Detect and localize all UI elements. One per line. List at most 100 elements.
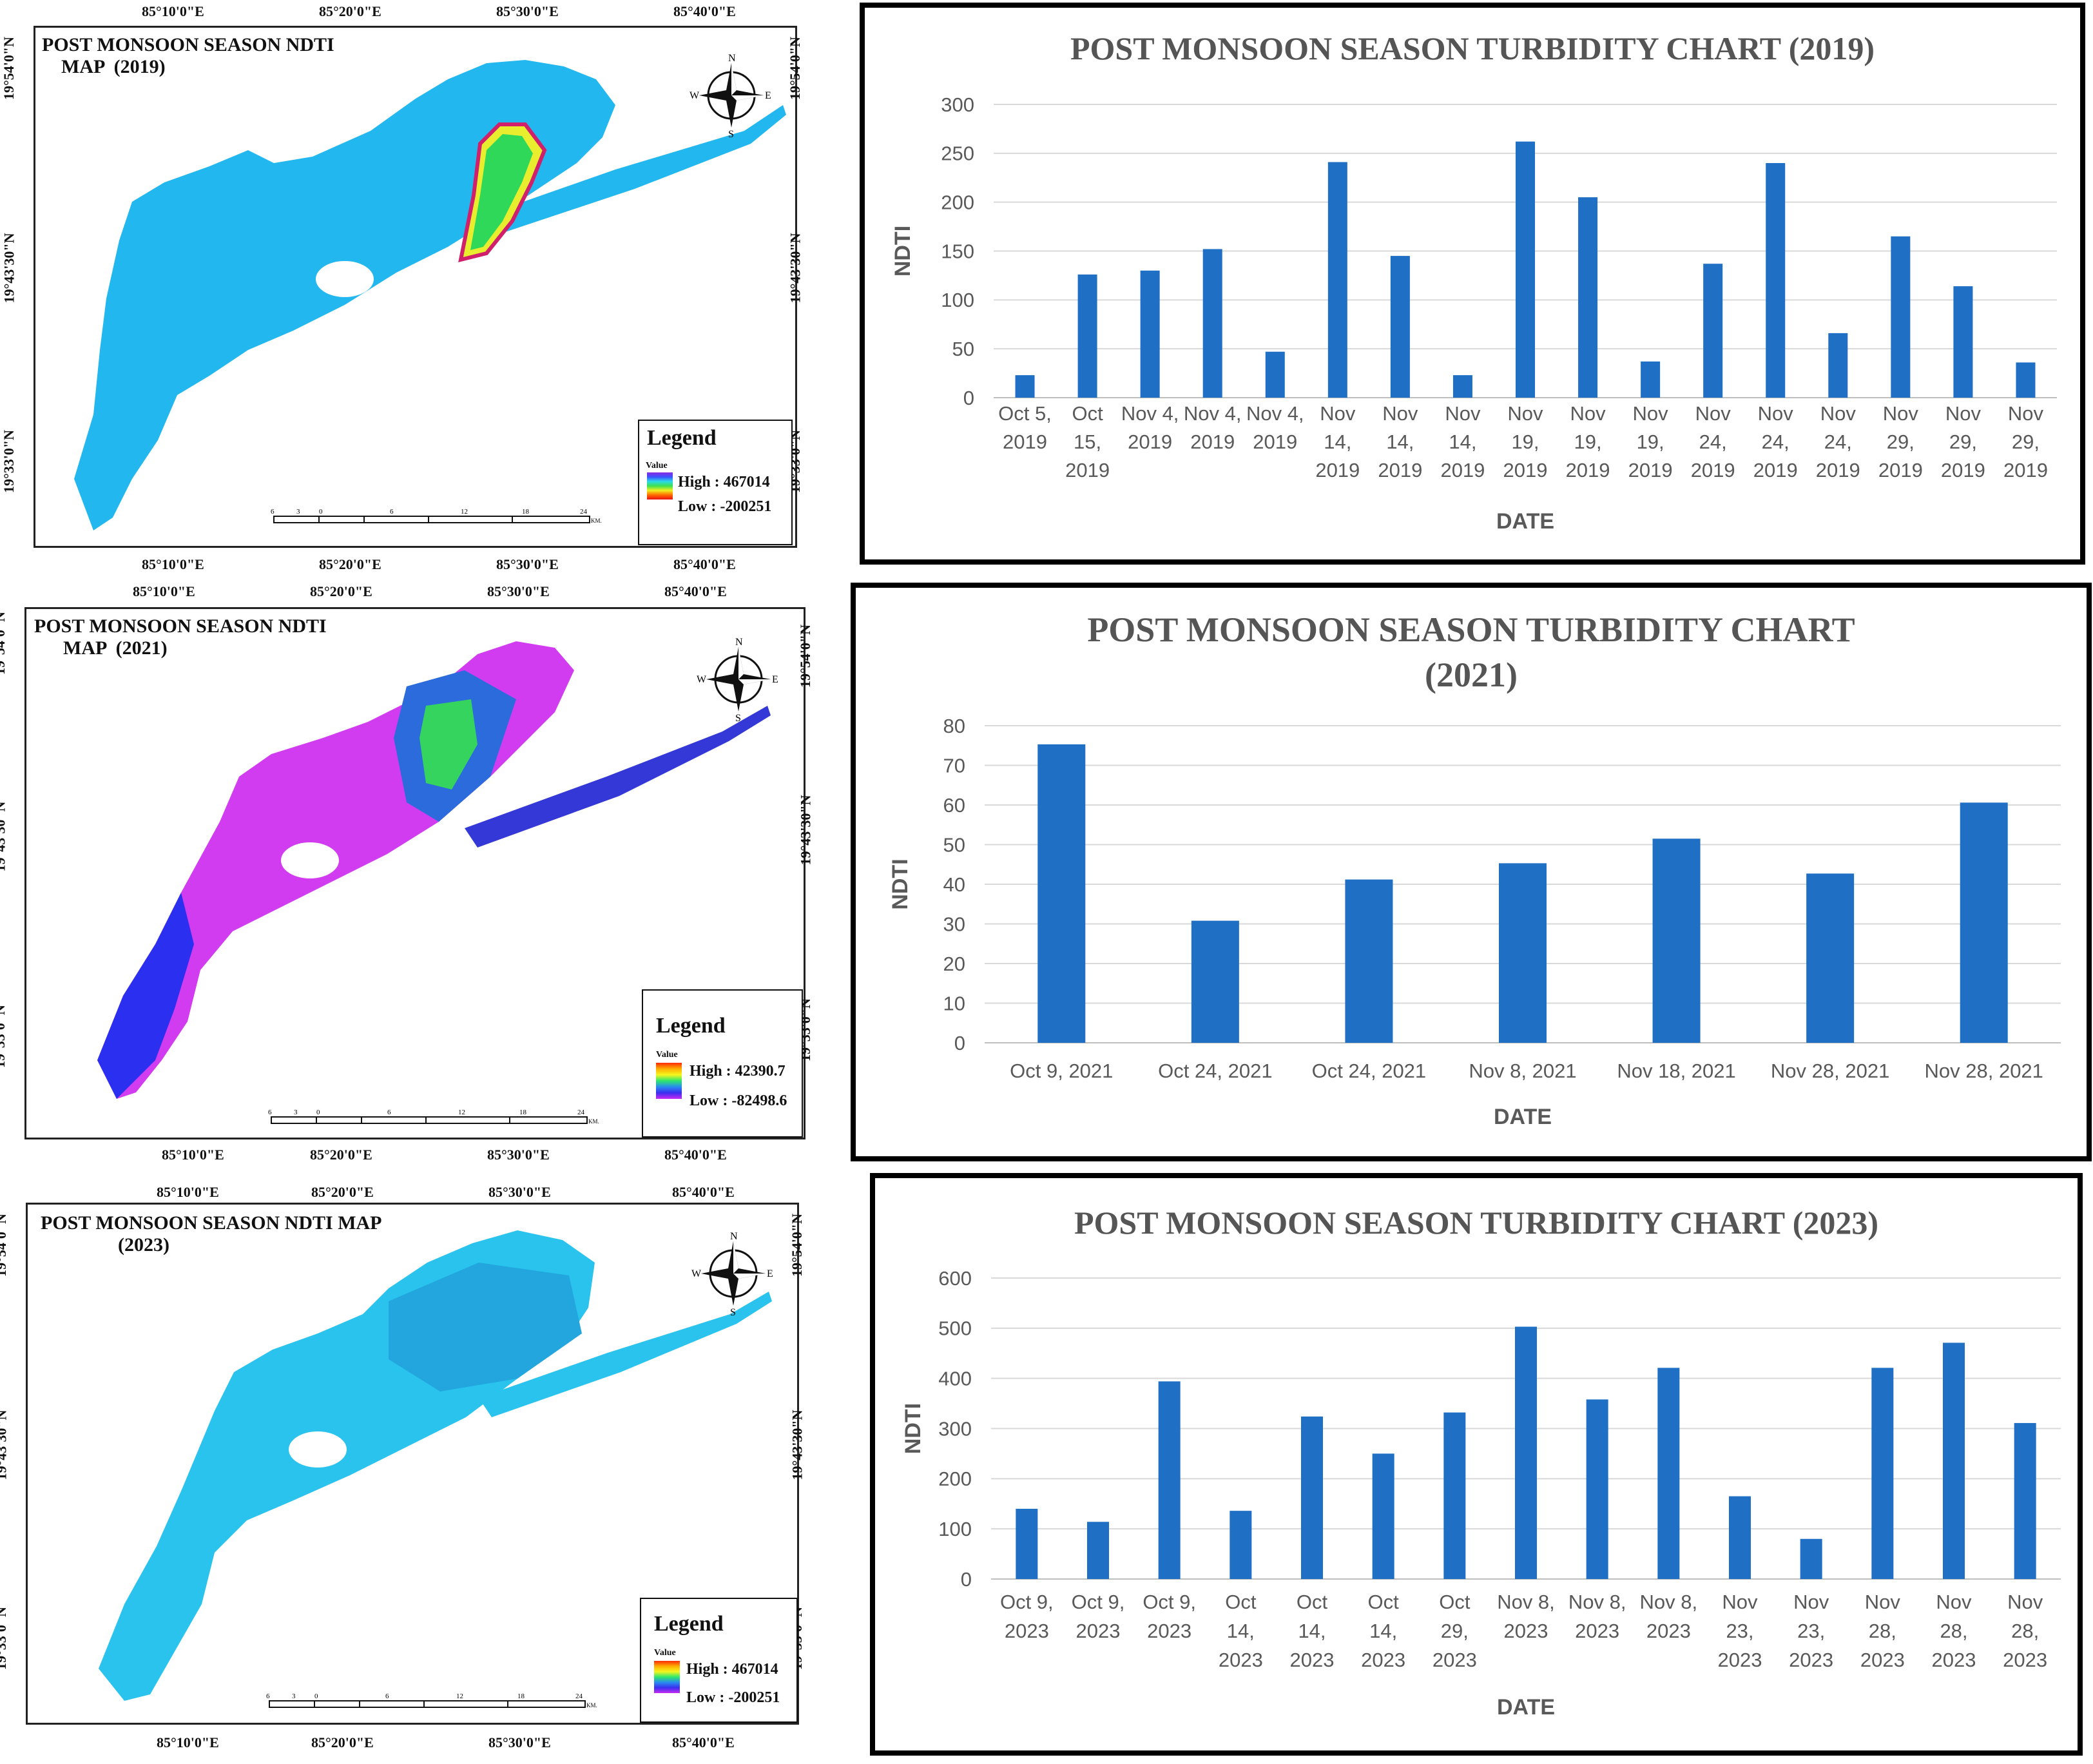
x-tick-label: Nov 19, 2019 bbox=[1566, 402, 1610, 481]
scale-bar: 6 3 0 6 12 18 24 KM. bbox=[271, 508, 602, 524]
x-tick-label: Nov 28, 2023 bbox=[1860, 1591, 1905, 1671]
compass-w: W bbox=[691, 1268, 702, 1279]
y-tick-label: 80 bbox=[943, 715, 965, 737]
chart-panel-2019: POST MONSOON SEASON TURBIDITY CHART (201… bbox=[860, 3, 2085, 565]
lagoon-shape bbox=[74, 60, 786, 530]
bar bbox=[1191, 920, 1239, 1043]
map-title: POST MONSOON SEASON NDTI MAP (2023) bbox=[41, 1212, 382, 1255]
x-tick-label: Oct 9, 2023 bbox=[1000, 1591, 1054, 1642]
x-tick-label: Nov 29, 2019 bbox=[2003, 402, 2048, 481]
compass-n: N bbox=[728, 53, 736, 64]
x-tick-label: Oct 24, 2021 bbox=[1158, 1060, 1273, 1082]
compass-n: N bbox=[735, 637, 743, 648]
bar bbox=[1516, 141, 1535, 398]
x-axis-title: DATE bbox=[1496, 509, 1554, 534]
bar bbox=[1828, 333, 1848, 398]
chart-2023-svg: 0 100 200 300 400 500 600 Oct 9, 2023 Oct 9, 2023 O… bbox=[901, 1267, 2061, 1720]
lat-label-right: 19°43'30"N bbox=[797, 795, 814, 866]
legend-color-ramp bbox=[647, 472, 673, 499]
y-tick-label: 300 bbox=[938, 1417, 972, 1440]
x-tick-label: Oct 9, 2023 bbox=[1143, 1591, 1196, 1642]
x-tick-label: Nov 28, 2023 bbox=[2003, 1591, 2047, 1671]
legend-low: Low : -82498.6 bbox=[690, 1092, 787, 1109]
legend-value-label: Value bbox=[654, 1648, 676, 1658]
lon-label-bottom: 85°30'0"E bbox=[487, 1147, 550, 1163]
lat-label-left: 19°33'0"N bbox=[0, 1004, 8, 1069]
scale-tick: 3 bbox=[294, 1109, 298, 1116]
scale-tick: 6 bbox=[268, 1109, 272, 1116]
x-tick-label: Nov 4, 2019 bbox=[1184, 402, 1242, 453]
chart-2021-svg: 0 10 20 30 40 50 60 70 80 Oct 9, 2021 Oct 24, 2021… bbox=[888, 715, 2061, 1129]
lon-label-bottom: 85°20'0"E bbox=[319, 556, 381, 572]
legend-value-label: Value bbox=[656, 1050, 678, 1060]
chart-panel-2023: POST MONSOON SEASON TURBIDITY CHART (202… bbox=[870, 1173, 2083, 1756]
lon-label-top: 85°20'0"E bbox=[319, 3, 381, 19]
lon-label-top: 85°30'0"E bbox=[488, 1184, 551, 1200]
lon-label-bottom: 85°10'0"E bbox=[162, 1147, 224, 1163]
x-tick-label: Oct 9, 2021 bbox=[1010, 1060, 1113, 1082]
bar bbox=[1586, 1399, 1608, 1579]
x-tick-label: Oct 14, 2023 bbox=[1290, 1591, 1335, 1671]
legend-value-label: Value bbox=[646, 461, 668, 470]
x-tick-label: Nov 4, 2019 bbox=[1246, 402, 1304, 453]
y-tick-label: 300 bbox=[941, 93, 974, 116]
lon-label-top: 85°10'0"E bbox=[142, 3, 204, 19]
bar bbox=[1301, 1416, 1323, 1579]
x-axis-title: DATE bbox=[1494, 1105, 1552, 1129]
x-tick-label: Oct 14, 2023 bbox=[1219, 1591, 1263, 1671]
x-tick-label: Nov 19, 2019 bbox=[1628, 402, 1673, 481]
bar bbox=[1372, 1453, 1394, 1579]
bar bbox=[1390, 256, 1410, 398]
lat-label-left: 19°43'30"N bbox=[1, 233, 17, 304]
lon-label-top: 85°20'0"E bbox=[311, 1184, 374, 1200]
lon-label-top: 85°30'0"E bbox=[487, 583, 550, 599]
lon-label-top: 85°30'0"E bbox=[496, 3, 559, 19]
scale-tick: 12 bbox=[461, 508, 468, 516]
scale-tick: 3 bbox=[296, 508, 300, 516]
bar bbox=[1657, 1368, 1680, 1579]
island bbox=[281, 842, 339, 878]
bar bbox=[1578, 197, 1598, 398]
lon-label-bottom: 85°10'0"E bbox=[157, 1734, 219, 1750]
x-tick-label: Nov 29, 2019 bbox=[1878, 402, 1923, 481]
x-tick-label: Oct 24, 2021 bbox=[1312, 1060, 1427, 1082]
compass-s: S bbox=[735, 713, 741, 721]
turbid-zone-inner bbox=[420, 699, 477, 790]
chart-panel-2021: POST MONSOON SEASON TURBIDITY CHART (202… bbox=[851, 583, 2092, 1161]
scale-tick: 12 bbox=[458, 1109, 465, 1116]
chart-title: POST MONSOON SEASON TURBIDITY CHART (202… bbox=[1087, 610, 1855, 694]
y-tick-label: 200 bbox=[941, 191, 974, 214]
bar bbox=[1016, 1509, 1038, 1579]
legend-high: High : 467014 bbox=[678, 474, 770, 490]
x-tick-label: Oct 29, 2023 bbox=[1432, 1591, 1477, 1671]
scale-tick: 6 bbox=[385, 1692, 389, 1700]
map-title: POST MONSOON SEASON NDTI MAP (2019) bbox=[42, 34, 334, 77]
map-2021-svg bbox=[97, 641, 771, 1099]
lat-label-left: 19°43'30"N bbox=[0, 1410, 10, 1480]
lon-label-top: 85°40'0"E bbox=[672, 1184, 735, 1200]
map-panel-2019: POST MONSOON SEASON NDTI MAP (2019) 85°1… bbox=[1, 3, 804, 572]
y-tick-label: 100 bbox=[941, 289, 974, 311]
x-tick-label: Nov 28, 2021 bbox=[1771, 1060, 1889, 1082]
bar bbox=[1077, 274, 1097, 398]
map-panel-2023: POST MONSOON SEASON NDTI MAP (2023) 85°1… bbox=[0, 1184, 805, 1750]
y-axis-title: NDTI bbox=[891, 226, 915, 276]
legend-high: High : 467014 bbox=[686, 1661, 778, 1678]
turbid-zone-inner bbox=[470, 134, 533, 250]
lon-label-bottom: 85°40'0"E bbox=[672, 1734, 735, 1750]
compass-e: E bbox=[765, 90, 771, 101]
legend: Legend Value High : 467014 Low : -200251 bbox=[640, 1598, 798, 1723]
compass-w: W bbox=[690, 90, 700, 101]
scale-tick: 6 bbox=[390, 508, 394, 516]
lon-label-top: 85°40'0"E bbox=[664, 583, 727, 599]
scale-tick: 18 bbox=[517, 1692, 525, 1700]
scale-unit: KM. bbox=[586, 1702, 597, 1709]
x-tick-label: Nov 23, 2023 bbox=[1718, 1591, 1762, 1671]
lat-label-right: 19°43'30"N bbox=[787, 233, 804, 304]
bar bbox=[1265, 351, 1285, 398]
x-tick-label: Nov 8, 2023 bbox=[1640, 1591, 1698, 1642]
scale-tick: 6 bbox=[271, 508, 275, 516]
bar bbox=[1443, 1412, 1466, 1579]
legend: Legend Value High : 42390.7 Low : -82498… bbox=[642, 989, 803, 1138]
